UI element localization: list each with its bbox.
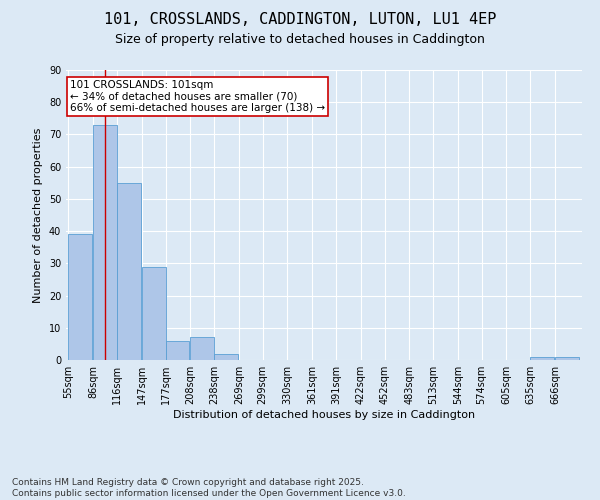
Bar: [142, 266, 166, 360]
Text: Size of property relative to detached houses in Caddington: Size of property relative to detached ho…: [115, 32, 485, 46]
Bar: [93, 125, 117, 360]
Bar: [117, 183, 141, 360]
Bar: [530, 357, 554, 360]
Bar: [166, 340, 190, 360]
Text: 101 CROSSLANDS: 101sqm
← 34% of detached houses are smaller (70)
66% of semi-det: 101 CROSSLANDS: 101sqm ← 34% of detached…: [70, 80, 325, 113]
Text: 101, CROSSLANDS, CADDINGTON, LUTON, LU1 4EP: 101, CROSSLANDS, CADDINGTON, LUTON, LU1 …: [104, 12, 496, 28]
Y-axis label: Number of detached properties: Number of detached properties: [33, 128, 43, 302]
X-axis label: Distribution of detached houses by size in Caddington: Distribution of detached houses by size …: [173, 410, 475, 420]
Bar: [214, 354, 238, 360]
Bar: [555, 357, 579, 360]
Bar: [190, 338, 214, 360]
Bar: [68, 234, 92, 360]
Text: Contains HM Land Registry data © Crown copyright and database right 2025.
Contai: Contains HM Land Registry data © Crown c…: [12, 478, 406, 498]
